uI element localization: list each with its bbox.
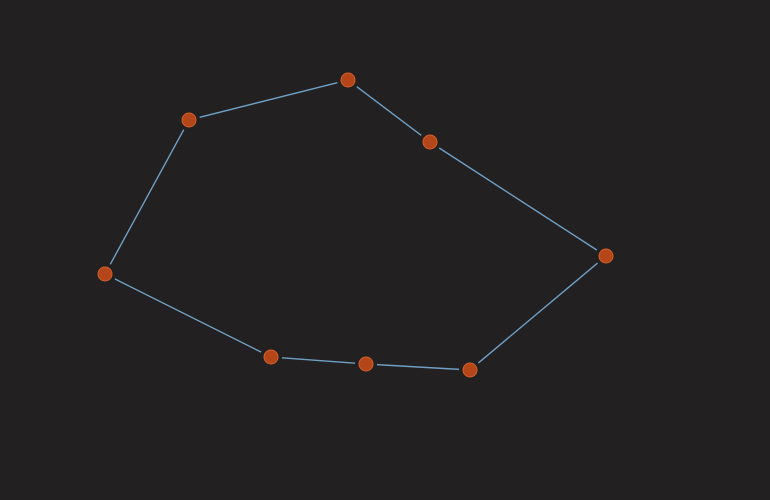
edge-8 — [109, 129, 185, 265]
edge-6 — [281, 357, 356, 364]
node-8[interactable] — [97, 266, 113, 282]
edge-3 — [438, 147, 598, 251]
edge-7 — [114, 278, 262, 353]
node-layer — [97, 72, 614, 378]
node-2[interactable] — [340, 72, 356, 88]
node-3[interactable] — [422, 134, 438, 150]
edge-5 — [376, 363, 460, 371]
node-1[interactable] — [181, 112, 197, 128]
edge-layer — [109, 82, 599, 371]
node-4[interactable] — [598, 248, 614, 264]
edge-2 — [356, 86, 422, 136]
node-6[interactable] — [358, 356, 374, 372]
node-7[interactable] — [263, 349, 279, 365]
edge-4 — [477, 262, 599, 364]
node-5[interactable] — [462, 362, 478, 378]
edge-1 — [199, 82, 338, 118]
